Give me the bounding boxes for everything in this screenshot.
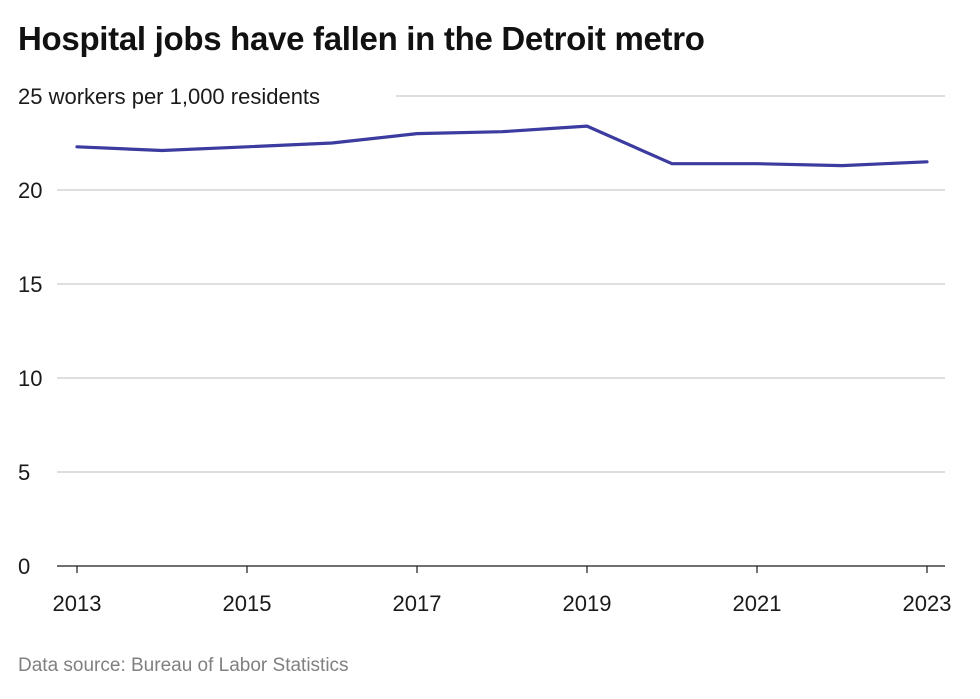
y-tick-label-10: 10 — [18, 366, 42, 391]
y-axis-labels: 0 5 10 15 20 25 workers per 1,000 residents — [18, 84, 320, 579]
gridlines — [57, 95, 945, 473]
x-tick-label-2023: 2023 — [903, 591, 952, 616]
y-tick-label-15: 15 — [18, 272, 42, 297]
x-tick-label-2013: 2013 — [53, 591, 102, 616]
data-source-note: Data source: Bureau of Labor Statistics — [18, 655, 349, 676]
x-tick-label-2019: 2019 — [563, 591, 612, 616]
y-tick-label-25: 25 workers per 1,000 residents — [18, 84, 320, 109]
y-tick-label-5: 5 — [18, 460, 30, 485]
chart-title: Hospital jobs have fallen in the Detroit… — [18, 20, 705, 57]
y-tick-label-0: 0 — [18, 554, 30, 579]
series-line-0 — [75, 124, 929, 168]
x-axis — [57, 565, 945, 573]
series-layer — [75, 124, 929, 168]
x-axis-labels: 2013 2015 2017 2019 2021 2023 — [53, 591, 952, 616]
x-tick-label-2017: 2017 — [393, 591, 442, 616]
x-tick-label-2015: 2015 — [223, 591, 272, 616]
x-tick-label-2021: 2021 — [733, 591, 782, 616]
y-tick-label-20: 20 — [18, 178, 42, 203]
